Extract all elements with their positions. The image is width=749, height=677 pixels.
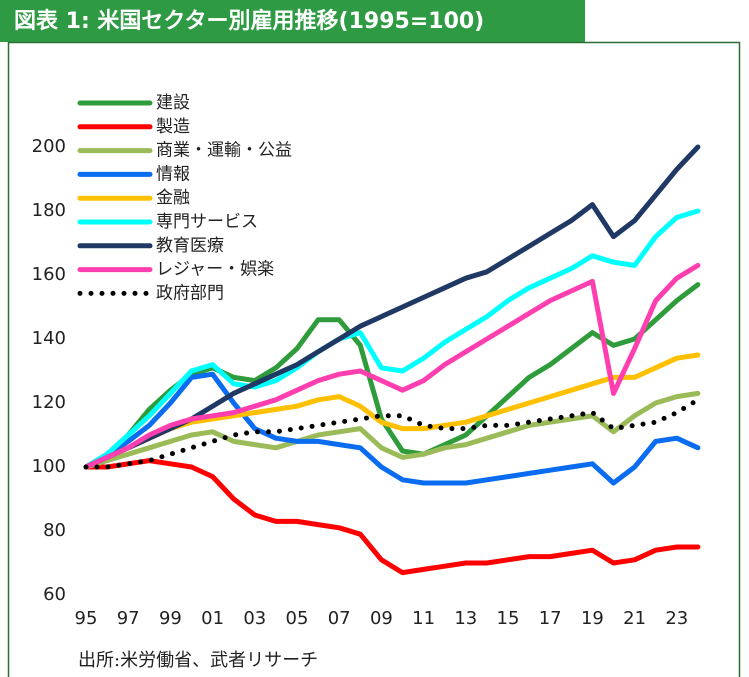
- legend-label: 金融: [156, 188, 190, 208]
- y-tick-label: 120: [32, 392, 66, 413]
- x-tick-label: 99: [159, 608, 182, 629]
- legend-label: 情報: [156, 164, 190, 184]
- x-tick-label: 97: [117, 608, 140, 629]
- x-tick-label: 07: [328, 608, 351, 629]
- header-bar: [0, 0, 585, 42]
- x-tick-label: 17: [539, 608, 562, 629]
- series-line: [83, 371, 701, 486]
- chart-title: 図表 1: 米国セクター別雇用推移(1995=100): [14, 8, 484, 34]
- legend-label: 建設: [156, 93, 190, 113]
- x-tick-label: 19: [581, 608, 604, 629]
- legend-label: レジャー・娯楽: [156, 260, 274, 280]
- y-tick-label: 60: [43, 584, 66, 605]
- x-tick-label: 15: [497, 608, 520, 629]
- legend-label: 政府部門: [156, 283, 224, 303]
- x-tick-label: 23: [665, 608, 688, 629]
- y-tick-label: 140: [32, 328, 66, 349]
- series-line: [83, 458, 701, 576]
- series-line: [83, 390, 701, 470]
- legend-label: 専門サービス: [156, 212, 258, 232]
- y-tick-label: 180: [32, 200, 66, 221]
- legend-label: 教育医療: [156, 236, 224, 256]
- y-tick-label: 160: [32, 264, 66, 285]
- source-note: 出所:米労働省、武者リサーチ: [78, 650, 318, 671]
- y-tick-label: 80: [43, 520, 66, 541]
- series-line: [83, 208, 701, 470]
- x-tick-label: 03: [243, 608, 266, 629]
- legend-label: 製造: [156, 117, 190, 137]
- y-tick-label: 100: [32, 456, 66, 477]
- y-tick-label: 200: [32, 136, 66, 157]
- x-tick-label: 09: [370, 608, 393, 629]
- x-tick-label: 05: [286, 608, 309, 629]
- x-tick-label: 11: [412, 608, 435, 629]
- series-line: [83, 262, 701, 470]
- x-tick-label: 21: [623, 608, 646, 629]
- x-tick-label: 13: [454, 608, 477, 629]
- x-tick-label: 95: [75, 608, 98, 629]
- legend-label: 商業・運輸・公益: [156, 141, 292, 161]
- x-tick-label: 01: [201, 608, 224, 629]
